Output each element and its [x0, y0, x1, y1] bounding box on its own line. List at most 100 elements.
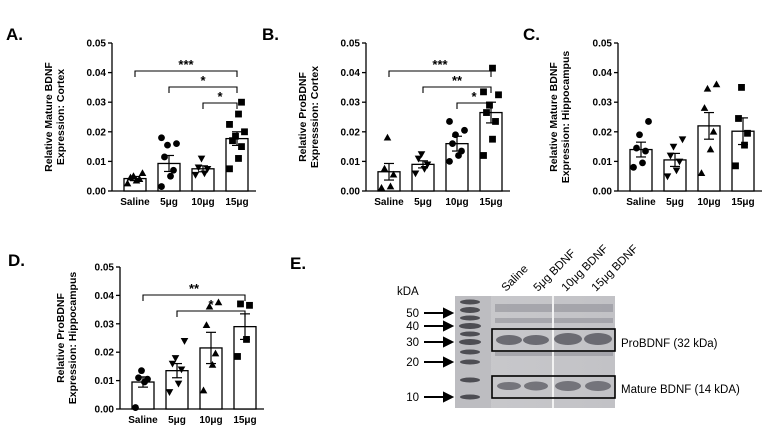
- y-axis-label-line: Expression: Hippocampus: [67, 272, 79, 405]
- mature-bdnf-box: [491, 375, 616, 399]
- data-point: [174, 380, 183, 388]
- data-point: [191, 171, 200, 179]
- data-point: [383, 133, 392, 141]
- data-point: [235, 110, 242, 118]
- category-label: 10μg: [199, 415, 222, 426]
- data-point: [703, 84, 712, 92]
- data-point: [495, 91, 502, 99]
- data-point: [144, 375, 151, 383]
- data-point: [238, 98, 245, 106]
- y-tick-label: 0.00: [95, 405, 115, 416]
- data-point: [642, 147, 649, 155]
- category-label: Saline: [128, 415, 158, 426]
- y-tick-label: 0.03: [87, 98, 107, 109]
- panel-letter: A.: [6, 25, 23, 44]
- data-point: [208, 360, 217, 368]
- data-point: [669, 143, 678, 151]
- data-point: [411, 170, 420, 178]
- category-label: 10μg: [445, 197, 468, 208]
- data-point: [161, 153, 168, 161]
- y-tick-label: 0.05: [593, 39, 613, 50]
- lane-label-saline: Saline: [500, 263, 531, 294]
- y-axis-label: Relative ProBDNFExpresssion: Cortex: [297, 66, 321, 168]
- y-axis-label-line: Expresssion: Cortex: [309, 66, 321, 168]
- y-axis-label: Relative Mature BDNFExpression: Cortex: [43, 62, 67, 172]
- significance-label: ***: [178, 57, 194, 72]
- y-tick-label: 0.00: [87, 187, 107, 198]
- probdnf-label: ProBDNF (32 kDa): [621, 338, 718, 350]
- category-label: 5μg: [414, 197, 432, 208]
- data-point: [663, 173, 672, 181]
- data-point: [173, 140, 180, 148]
- data-point: [735, 115, 742, 122]
- probdnf-box: [491, 328, 616, 352]
- y-axis-label-line: Expression: Cortex: [55, 69, 67, 165]
- data-point: [489, 64, 496, 72]
- category-label: Saline: [374, 197, 404, 208]
- data-point: [712, 80, 721, 88]
- data-point: [226, 121, 233, 128]
- y-tick-label: 0.01: [593, 157, 613, 168]
- data-point: [202, 321, 211, 329]
- data-point: [645, 118, 652, 125]
- data-point: [168, 360, 177, 368]
- data-point: [672, 167, 681, 175]
- data-point: [246, 301, 253, 309]
- category-label: 10μg: [191, 197, 214, 208]
- data-point: [675, 158, 684, 166]
- data-point: [203, 166, 212, 173]
- data-point: [243, 336, 250, 343]
- data-point: [486, 101, 493, 109]
- data-point: [199, 386, 208, 394]
- chart-panel-3: C. 0.00 0.01 0.02 0.03 0.04 0.05 Relative Matur…: [523, 25, 762, 208]
- y-tick-label: 0.05: [341, 39, 361, 50]
- chart-panels: A. 0.00 0.01 0.02 0.03 0.04 0.05 Relative Matur…: [6, 25, 762, 426]
- y-tick-label: 0.02: [341, 127, 361, 138]
- chart-panel-4: D. 0.00 0.01 0.02 0.03 0.04 0.05 Relative ProBD…: [8, 251, 264, 426]
- data-point: [732, 162, 739, 170]
- chart-panel-2: B. 0.00 0.01 0.02 0.03 0.04 0.05 Relative ProBD…: [262, 25, 510, 208]
- significance-bracket: [456, 102, 492, 109]
- blot-image: [455, 296, 616, 408]
- y-tick-label: 0.02: [593, 127, 613, 138]
- panel-letter-e: E.: [290, 254, 306, 273]
- data-point: [241, 128, 248, 136]
- data-point: [135, 374, 142, 382]
- significance-label: *: [208, 297, 214, 312]
- data-point: [678, 136, 687, 144]
- y-tick-label: 0.05: [87, 39, 107, 50]
- y-tick-label: 0.02: [87, 127, 107, 138]
- data-point: [492, 118, 499, 125]
- y-tick-label: 0.00: [593, 187, 613, 198]
- y-tick-label: 0.04: [593, 68, 613, 79]
- y-tick-label: 0.03: [593, 98, 613, 109]
- significance-label: **: [452, 73, 463, 88]
- ladder-labels: 50 40 30 20 10: [406, 308, 419, 404]
- data-point: [377, 184, 386, 191]
- chart-panel-1: A. 0.00 0.01 0.02 0.03 0.04 0.05 Relative Matur…: [6, 25, 256, 208]
- data-point: [483, 109, 490, 116]
- data-point: [132, 404, 139, 411]
- y-axis-label: Relative ProBDNFExpression: Hippocampus: [55, 272, 79, 405]
- data-point: [229, 137, 236, 145]
- data-point: [700, 104, 709, 111]
- western-blot-panel: E. kDA 50 40 30 20 10: [290, 243, 740, 408]
- data-point: [449, 140, 456, 148]
- y-tick-label: 0.01: [341, 157, 361, 168]
- data-point: [389, 170, 398, 178]
- data-point: [237, 300, 244, 308]
- data-point: [138, 169, 147, 177]
- data-point: [170, 166, 177, 174]
- y-tick-label: 0.03: [95, 319, 115, 330]
- panel-letter: C.: [523, 25, 540, 44]
- data-point: [633, 144, 640, 152]
- data-point: [235, 155, 242, 162]
- data-point: [458, 147, 465, 155]
- y-tick-label: 0.00: [341, 187, 361, 198]
- data-point: [165, 389, 174, 396]
- data-point: [446, 158, 453, 165]
- y-axis-label-line: Relative ProBDNF: [297, 71, 309, 161]
- category-label: 10μg: [697, 197, 720, 208]
- significance-label: **: [189, 281, 200, 296]
- data-point: [177, 366, 186, 374]
